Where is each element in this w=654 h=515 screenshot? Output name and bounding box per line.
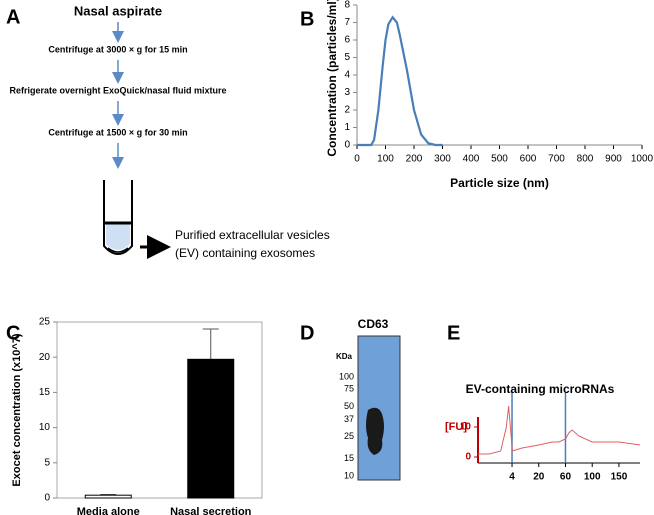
step: Centrifuge at 1500 × g for 30 min <box>48 127 187 137</box>
y-tick-label: 2 <box>344 105 350 116</box>
blot-marker: 100 <box>339 371 354 381</box>
series-line <box>357 15 443 147</box>
blot-marker: 50 <box>344 401 354 411</box>
panel-label: B <box>300 8 314 30</box>
y-tick-label: 10 <box>39 422 51 433</box>
x-tick-label: 4 <box>509 472 515 483</box>
blot-membrane <box>357 335 401 481</box>
blot-unit: KDa <box>336 352 353 361</box>
y-tick-label: 10 <box>460 422 472 433</box>
y-tick-label: 0 <box>44 493 50 504</box>
blot-marker: 25 <box>344 431 354 441</box>
y-tick-label: 8 <box>344 0 350 11</box>
x-tick-label: 400 <box>463 154 480 165</box>
y-tick-label: 6 <box>344 35 350 46</box>
y-axis-label: Exocet concentration (x10^7) <box>11 333 23 486</box>
y-tick-label: 0 <box>465 452 471 463</box>
x-tick-label: 20 <box>533 472 545 483</box>
output-label: Purified extracellular vesicles <box>175 228 330 242</box>
bar <box>84 494 132 499</box>
y-tick-label: 0 <box>344 140 350 151</box>
x-tick-label: 200 <box>406 154 423 165</box>
panel-label: A <box>6 6 20 28</box>
x-tick-label: 600 <box>520 154 537 165</box>
panel-label: E <box>447 322 460 344</box>
y-tick-label: 15 <box>39 387 51 398</box>
bar <box>187 358 235 499</box>
blot-marker: 75 <box>344 384 354 394</box>
x-tick-label: Nasal secretion <box>170 506 252 515</box>
y-tick-label: 1 <box>344 122 350 133</box>
output-label: (EV) containing exosomes <box>175 246 315 260</box>
x-tick-label: 500 <box>491 154 508 165</box>
blot-marker: 37 <box>344 414 354 424</box>
y-tick-label: 25 <box>39 317 51 328</box>
plot-frame <box>56 321 263 499</box>
y-tick-label: 4 <box>344 70 350 81</box>
y-tick-label: 20 <box>39 352 51 363</box>
x-tick-label: 0 <box>354 154 360 165</box>
step: Centrifuge at 3000 × g for 15 min <box>48 44 187 54</box>
y-axis-label: [FU] <box>445 421 467 433</box>
panel-label: D <box>300 322 314 344</box>
blot-title: CD63 <box>358 317 389 331</box>
x-tick-label: 150 <box>611 472 628 483</box>
blot-band <box>366 407 384 455</box>
y-axis-label: Concentration (particles/ml) <box>325 0 339 157</box>
y-tick-label: 7 <box>344 17 350 28</box>
x-tick-label: 800 <box>577 154 594 165</box>
x-tick-label: 900 <box>605 154 622 165</box>
chart-title: EV-containing microRNAs <box>466 382 615 396</box>
blot-marker: 15 <box>344 453 354 463</box>
y-tick-label: 5 <box>344 52 350 63</box>
y-tick-label: 5 <box>44 457 50 468</box>
blot-marker: 10 <box>344 470 354 480</box>
y-tick-label: 3 <box>344 87 350 98</box>
x-tick-label: 300 <box>434 154 451 165</box>
start-label: Nasal aspirate <box>74 3 162 18</box>
x-tick-label: Media alone <box>77 506 140 515</box>
x-tick-label: 60 <box>560 472 572 483</box>
x-tick-label: 1000 <box>631 154 654 165</box>
tube <box>103 180 133 255</box>
series-line <box>478 405 641 455</box>
x-tick-label: 100 <box>377 154 394 165</box>
panel-label: C <box>6 322 20 344</box>
x-axis-label: Particle size (nm) <box>450 176 549 190</box>
x-tick-label: 100 <box>584 472 601 483</box>
step: Refrigerate overnight ExoQuick/nasal flu… <box>9 85 226 95</box>
x-tick-label: 700 <box>548 154 565 165</box>
